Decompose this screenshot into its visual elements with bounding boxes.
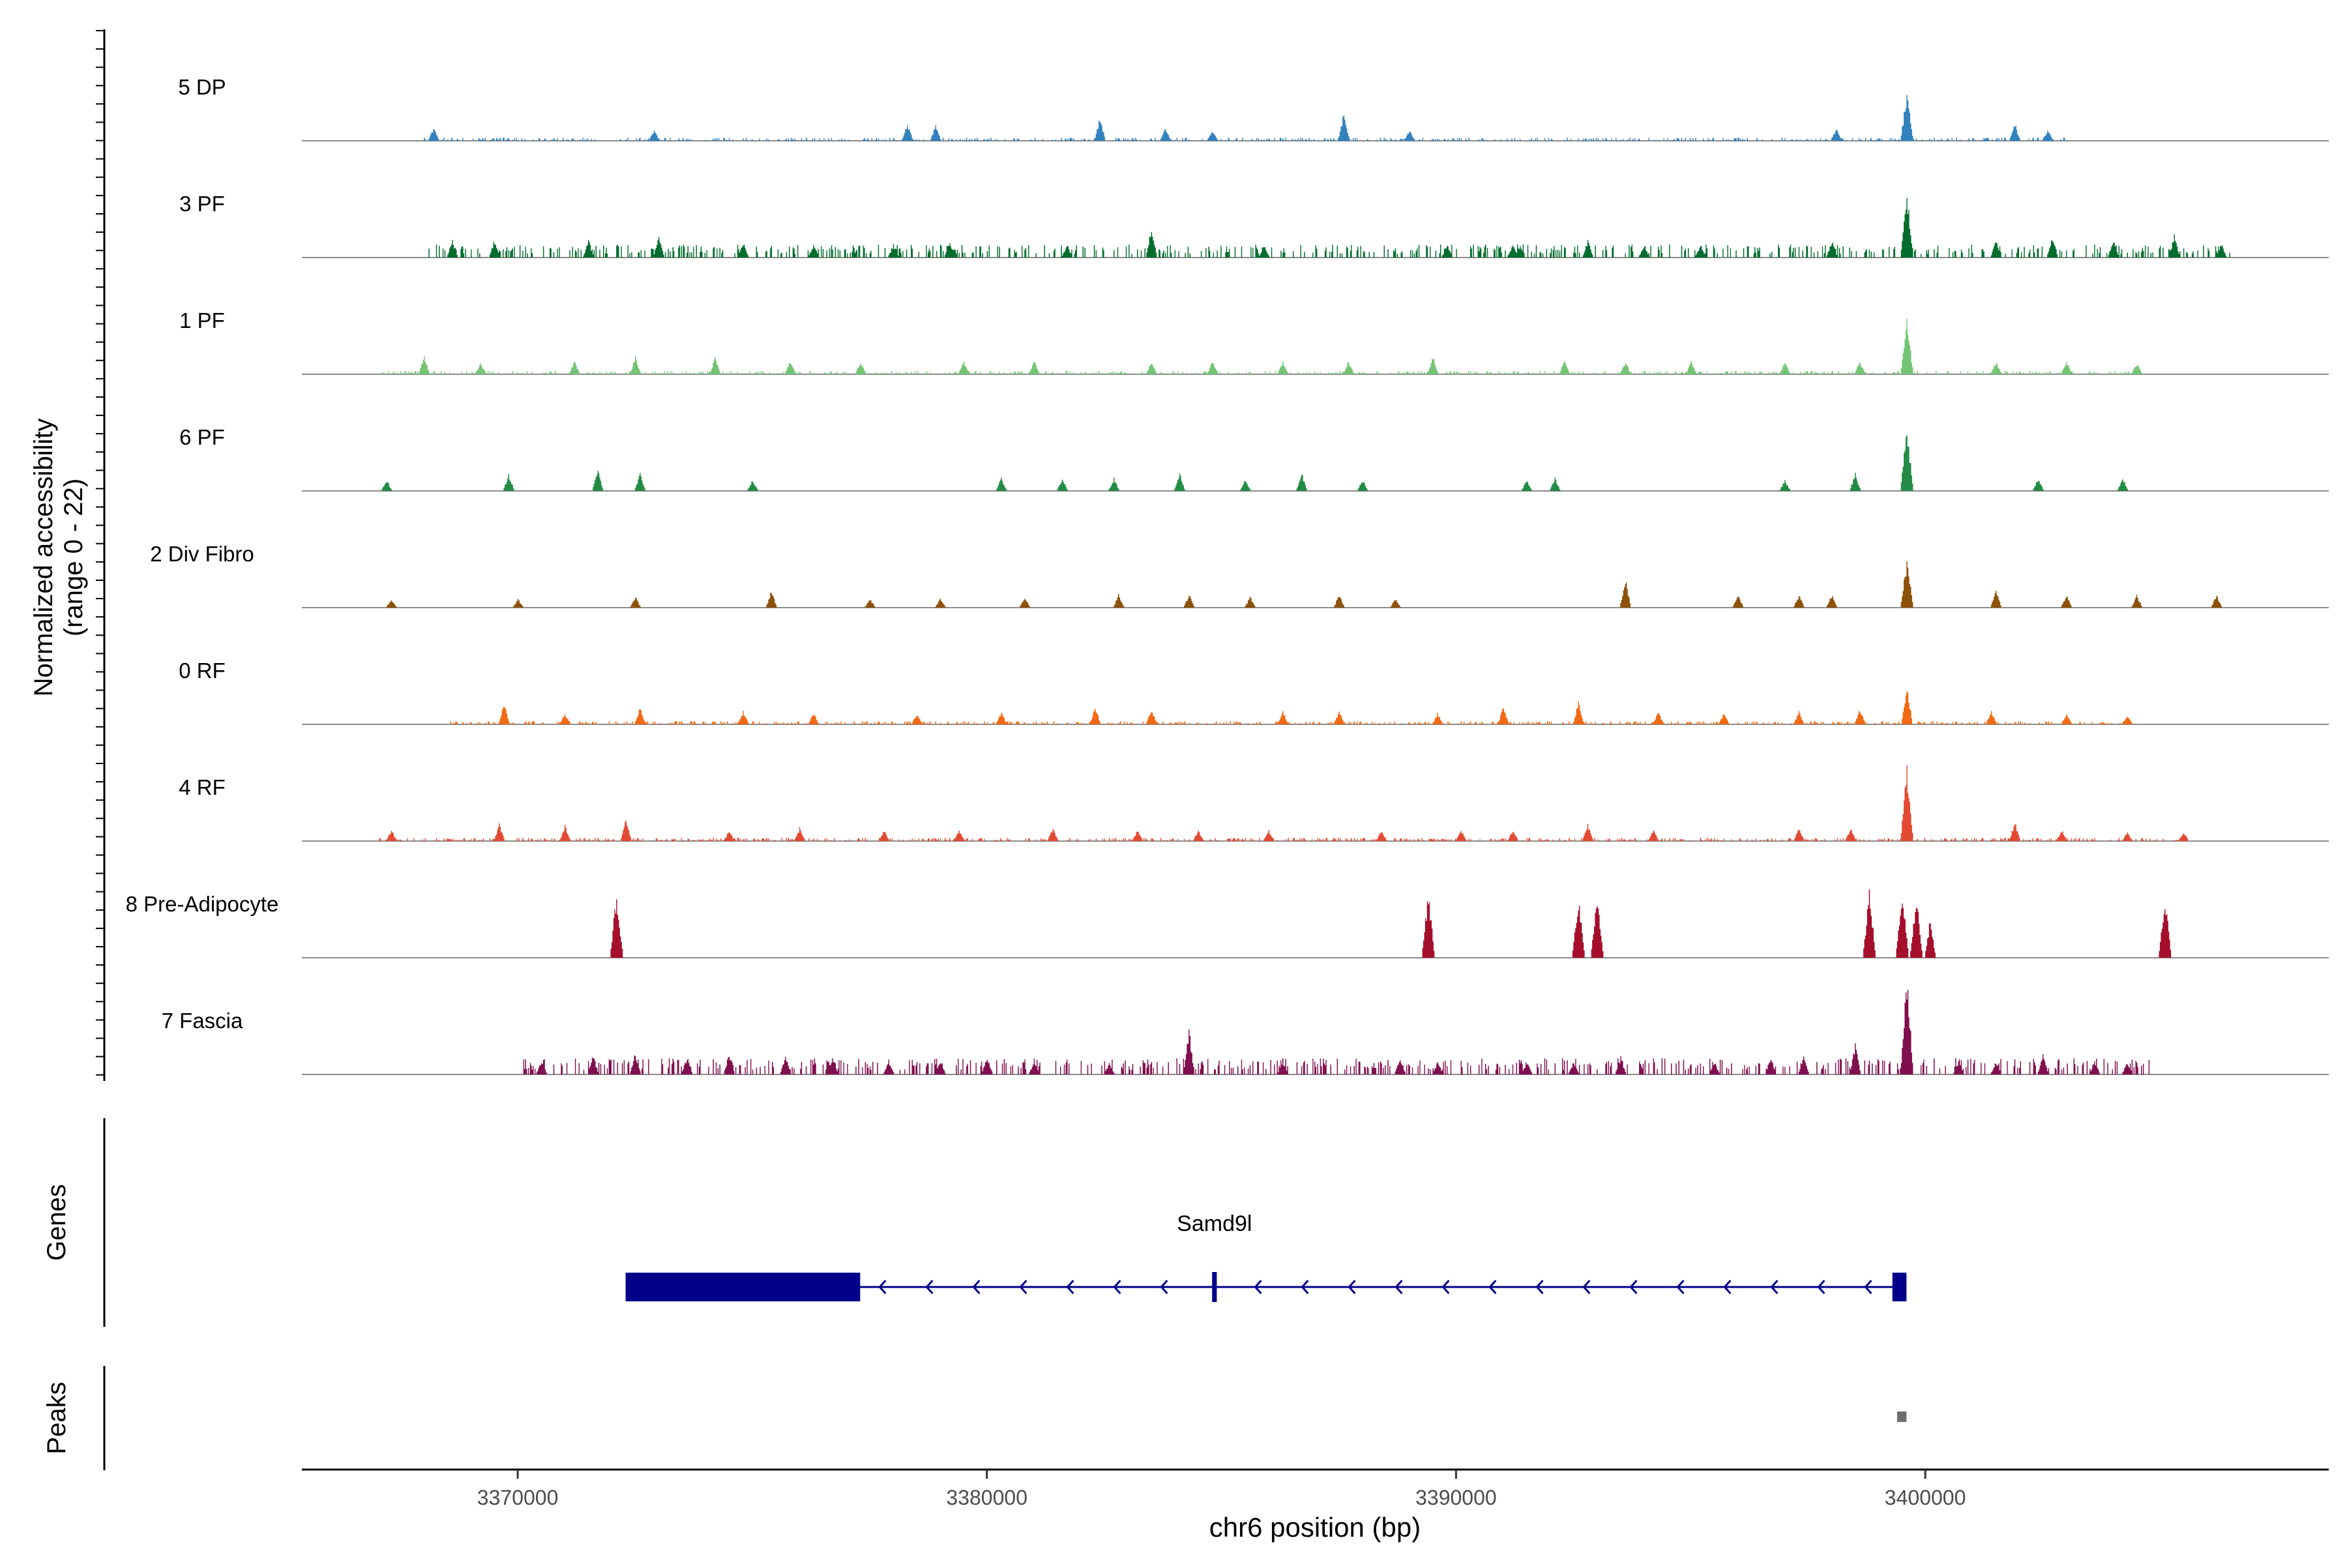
x-tick-label: 3380000: [946, 1486, 1027, 1509]
track-label: 4 RF: [179, 775, 226, 799]
track-1-pf: 1 PF: [179, 308, 2329, 375]
track-label: 3 PF: [179, 192, 225, 216]
x-axis-ticks: 3370000 3380000 3390000 3400000: [477, 1470, 1966, 1509]
strand-arrow: [1441, 1279, 1450, 1295]
track-label: 5 DP: [178, 75, 226, 99]
strand-arrow: [1348, 1279, 1356, 1295]
peak-panel-label: Peaks: [42, 1382, 71, 1454]
peak-panel: Peaks: [42, 1366, 1907, 1470]
coverage-area: [522, 990, 2151, 1074]
strand-arrow: [1676, 1279, 1685, 1295]
y-axis-label-line-2: (range 0 - 22): [59, 479, 88, 636]
track-6-pf: 6 PF: [179, 425, 2329, 492]
track-5-dp: 5 DP: [178, 75, 2329, 141]
strand-arrow: [1395, 1279, 1403, 1295]
gene-panel-label: Genes: [42, 1184, 71, 1261]
track-label: 1 PF: [179, 308, 225, 333]
y-axis: Normalized accessibility (range 0 - 22): [29, 29, 106, 1081]
y-axis-label-line-1: Normalized accessibility: [29, 419, 58, 697]
coverage-area: [377, 765, 2189, 841]
track-3-pf: 3 PF: [179, 192, 2329, 258]
y-axis-ticks: [96, 30, 104, 1076]
x-axis-label: chr6 position (bp): [1209, 1512, 1421, 1543]
strand-arrow: [1301, 1279, 1309, 1295]
x-tick-label: 3400000: [1885, 1486, 1966, 1509]
x-tick-label: 3390000: [1415, 1486, 1497, 1509]
coverage-area: [447, 691, 2136, 724]
track-label: 8 Pre-Adipocyte: [126, 892, 279, 916]
track-0-rf: 0 RF: [179, 658, 2329, 725]
strand-arrow: [1817, 1279, 1825, 1295]
coverage-area: [377, 319, 2146, 374]
gene-panel: Genes Samd9l: [42, 1118, 1907, 1327]
strand-arrow: [1535, 1279, 1544, 1295]
gene-name-label: Samd9l: [1177, 1211, 1252, 1236]
strand-arrow: [1582, 1279, 1591, 1295]
strand-arrow: [972, 1279, 981, 1295]
coverage-area: [424, 95, 2066, 141]
track-8-pre-adipocyte: 8 Pre-Adipocyte: [126, 889, 2329, 958]
gene-exon: [625, 1273, 861, 1301]
track-7-fascia: 7 Fascia: [162, 990, 2329, 1075]
coverage-area: [424, 198, 2230, 258]
strand-arrow: [1019, 1279, 1027, 1295]
track-label: 6 PF: [179, 425, 225, 449]
track-label: 0 RF: [179, 658, 226, 683]
coverage-tracks: 5 DP 3 PF 1 PF 6 PF 2 Div Fibro 0 RF 4 RF 8 Pre…: [126, 75, 2329, 1075]
strand-arrow: [878, 1279, 887, 1295]
strand-arrow: [1066, 1279, 1074, 1295]
coverage-area: [518, 889, 2254, 958]
x-axis: 3370000 3380000 3390000 3400000 chr6 positi…: [302, 1468, 2329, 1543]
gene-model: [625, 1272, 1907, 1302]
coverage-area: [377, 435, 2160, 491]
peak-region: [1897, 1412, 1907, 1422]
strand-arrow: [1864, 1279, 1872, 1295]
strand-arrow: [1113, 1279, 1121, 1295]
x-tick-label: 3370000: [477, 1486, 559, 1509]
track-label: 7 Fascia: [162, 1009, 243, 1033]
track-label: 2 Div Fibro: [150, 542, 254, 566]
strand-arrow: [1723, 1279, 1732, 1295]
strand-arrow: [1629, 1279, 1638, 1295]
peak-regions: [1897, 1412, 1907, 1422]
strand-arrow: [1488, 1279, 1497, 1295]
strand-arrow: [1160, 1279, 1168, 1295]
strand-arrow: [1770, 1279, 1779, 1295]
track-4-rf: 4 RF: [179, 765, 2329, 842]
gene-exon: [1212, 1272, 1217, 1302]
gene-exon: [1892, 1273, 1907, 1301]
track-2-div-fibro: 2 Div Fibro: [150, 542, 2329, 608]
strand-arrow: [925, 1279, 934, 1295]
strand-arrow: [1254, 1279, 1262, 1295]
coverage-area: [377, 561, 2230, 608]
